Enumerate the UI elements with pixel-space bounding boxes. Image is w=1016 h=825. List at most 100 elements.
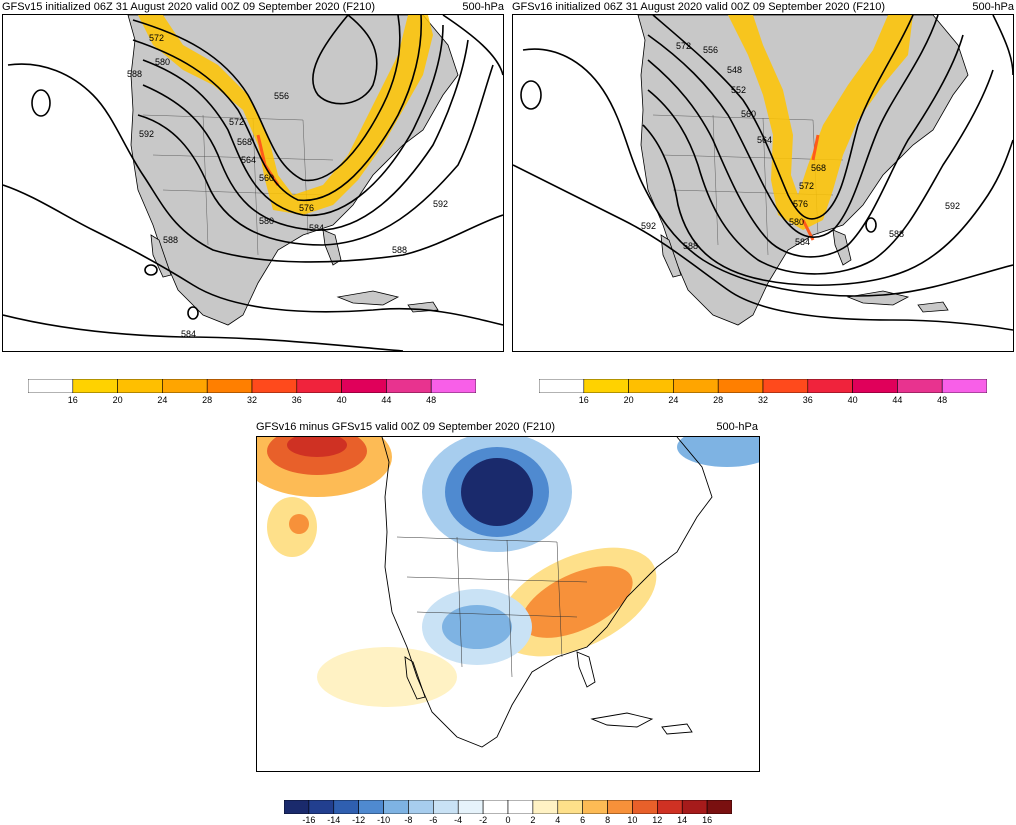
colorbar-tick-label: -2 bbox=[479, 815, 488, 825]
colorbar-swatch bbox=[706, 799, 733, 815]
colorbar-swatch bbox=[807, 378, 853, 394]
gfsv16-map-svg: 572 556 548 552 560 564 568 572 576 580 … bbox=[513, 15, 1013, 331]
diff-panel: GFSv16 minus GFSv15 valid 00Z 09 Septemb… bbox=[256, 421, 760, 772]
colorbar-tick-label: 48 bbox=[426, 395, 437, 405]
contour-label: 588 bbox=[683, 241, 698, 251]
wind-colorbar-left-swatches bbox=[27, 378, 477, 394]
contour-label: 584 bbox=[795, 237, 810, 247]
colorbar-swatch bbox=[632, 799, 658, 815]
negative-anomaly-canada-core bbox=[461, 458, 533, 526]
colorbar-swatch bbox=[507, 799, 534, 815]
contour-label: 592 bbox=[139, 129, 154, 139]
gfsv15-level: 500-hPa bbox=[462, 1, 504, 13]
north-america-land bbox=[127, 15, 459, 326]
baja bbox=[150, 234, 172, 278]
colorbar-tick-label: -6 bbox=[429, 815, 438, 825]
colorbar-swatch bbox=[383, 799, 409, 815]
colorbar-swatch bbox=[673, 378, 719, 394]
colorbar-tick-label: 28 bbox=[202, 395, 213, 405]
contour-label: 576 bbox=[793, 199, 808, 209]
contour-label: 580 bbox=[259, 216, 274, 226]
contour-label: 584 bbox=[181, 329, 196, 339]
colorbar-tick-label: 24 bbox=[157, 395, 168, 405]
colorbar-swatch bbox=[557, 799, 583, 815]
gfsv15-map-svg: 572 580 588 556 592 572 568 564 560 576 … bbox=[3, 15, 503, 351]
diff-level: 500-hPa bbox=[716, 421, 758, 433]
contour-label: 556 bbox=[703, 45, 718, 55]
gfsv16-level: 500-hPa bbox=[972, 1, 1014, 13]
colorbar-swatch bbox=[941, 378, 988, 394]
colorbar-tick-label: -12 bbox=[352, 815, 366, 825]
colorbar-tick-label: 16 bbox=[67, 395, 78, 405]
diff-colorbar: -16 -14 -12 -10 -8 -6 -4 -2 0 2 4 6 8 10… bbox=[283, 799, 733, 825]
gfsv15-title: GFSv15 initialized 06Z 31 August 2020 va… bbox=[2, 1, 376, 13]
border-lines bbox=[396, 536, 588, 678]
colorbar-tick-label: 12 bbox=[652, 815, 663, 825]
colorbar-swatch bbox=[657, 799, 683, 815]
gfsv16-title: GFSv16 initialized 06Z 31 August 2020 va… bbox=[512, 1, 886, 13]
contour-label: 592 bbox=[945, 201, 960, 211]
contour-label: 592 bbox=[641, 221, 656, 231]
colorbar-tick-label: 6 bbox=[580, 815, 586, 825]
contour-label: 556 bbox=[274, 91, 289, 101]
colorbar-tick-label: 16 bbox=[702, 815, 713, 825]
gfsv16-contour-labels: 572 556 548 552 560 564 568 572 576 580 … bbox=[641, 41, 960, 251]
colorbar-swatch bbox=[607, 799, 633, 815]
contour-label: 584 bbox=[309, 223, 324, 233]
contour-label: 560 bbox=[259, 173, 274, 183]
colorbar-tick-label: -4 bbox=[454, 815, 463, 825]
contour-label: 572 bbox=[229, 117, 244, 127]
contour-label: 576 bbox=[299, 203, 314, 213]
colorbar-tick-label: 32 bbox=[246, 395, 258, 405]
wind-colorbar-left: 16 20 24 28 32 36 40 44 48 bbox=[27, 378, 477, 409]
jet-shading bbox=[138, 15, 433, 215]
positive-anomaly-nw-core2 bbox=[287, 437, 347, 457]
diff-title: GFSv16 minus GFSv15 valid 00Z 09 Septemb… bbox=[256, 421, 555, 433]
colorbar-tick-label: 36 bbox=[291, 395, 302, 405]
colorbar-swatch bbox=[162, 378, 208, 394]
florida bbox=[322, 229, 342, 266]
contour-label: 588 bbox=[392, 245, 407, 255]
contour-label: 572 bbox=[676, 41, 691, 51]
coastline bbox=[381, 437, 713, 748]
colorbar-swatch bbox=[482, 799, 509, 815]
colorbar-swatch bbox=[582, 799, 608, 815]
colorbar-swatch bbox=[283, 799, 310, 815]
contour-label: 572 bbox=[799, 181, 814, 191]
height-contours bbox=[513, 15, 1013, 331]
diff-map bbox=[256, 436, 760, 772]
colorbar-tick-label: 44 bbox=[381, 395, 392, 405]
contour-label: 568 bbox=[811, 163, 826, 173]
negative-anomaly-ne bbox=[677, 437, 759, 467]
gfsv15-map: 572 580 588 556 592 572 568 564 560 576 … bbox=[2, 14, 504, 352]
colorbar-swatch bbox=[457, 799, 484, 815]
colorbar-swatch bbox=[628, 378, 674, 394]
contour-label: 548 bbox=[727, 65, 742, 75]
colorbar-tick-label: 16 bbox=[578, 395, 589, 405]
colorbar-swatch bbox=[296, 378, 342, 394]
colorbar-swatch bbox=[308, 799, 335, 815]
contour-label: 564 bbox=[241, 155, 256, 165]
colorbar-tick-label: -8 bbox=[404, 815, 413, 825]
contour-label: 588 bbox=[163, 235, 178, 245]
florida bbox=[832, 229, 852, 266]
colorbar-tick-label: -14 bbox=[327, 815, 341, 825]
contour-label: 580 bbox=[155, 57, 170, 67]
cuba-outline bbox=[590, 712, 654, 728]
colorbar-swatch bbox=[681, 799, 708, 815]
border-lines bbox=[652, 114, 844, 256]
colorbar-swatch bbox=[408, 799, 434, 815]
contour-label: 552 bbox=[731, 85, 746, 95]
colorbar-swatch bbox=[433, 799, 459, 815]
colorbar-swatch bbox=[206, 378, 253, 394]
positive-anomaly-pacific-core bbox=[289, 514, 309, 534]
colorbar-tick-label: 36 bbox=[802, 395, 813, 405]
diff-map-svg bbox=[257, 437, 759, 748]
negative-anomaly-southwest-core bbox=[442, 605, 512, 649]
colorbar-swatch bbox=[583, 378, 629, 394]
colorbar-swatch bbox=[897, 378, 943, 394]
colorbar-swatch bbox=[538, 378, 585, 394]
contour-label: 588 bbox=[889, 229, 904, 239]
wind-colorbar-right-swatches bbox=[538, 378, 988, 394]
hispaniola bbox=[917, 301, 949, 313]
